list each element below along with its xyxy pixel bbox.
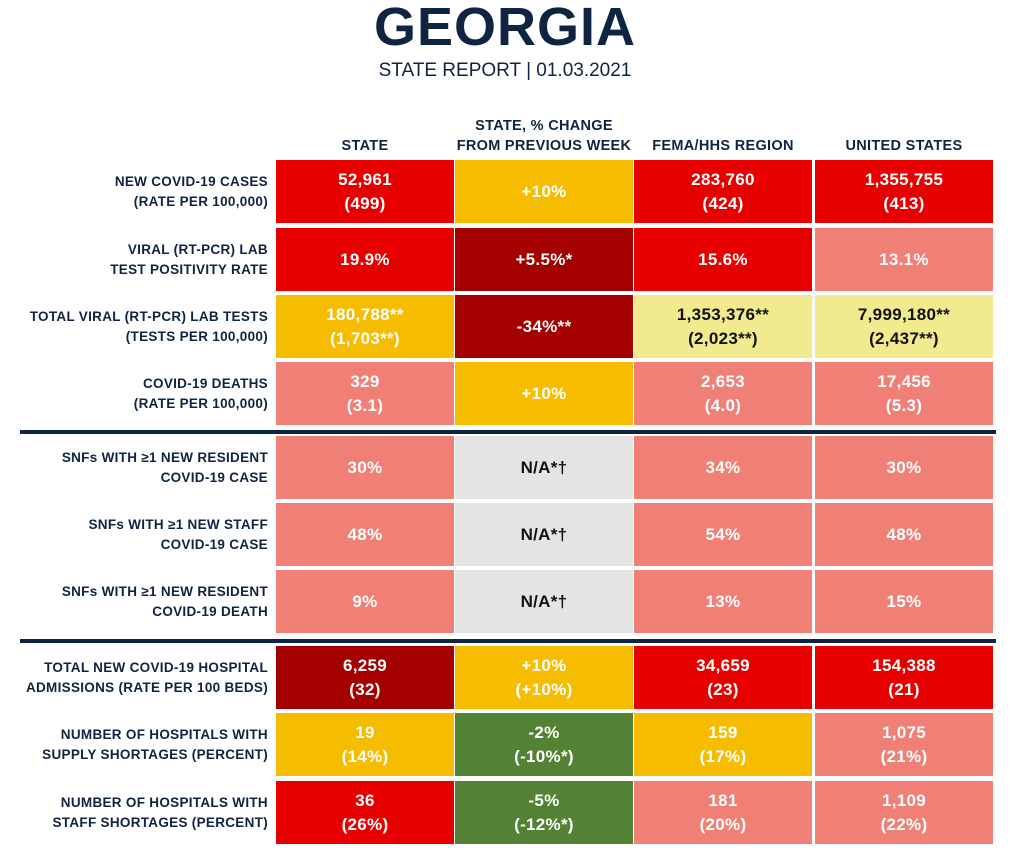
row-label: SNFs WITH ≥1 NEW RESIDENT COVID-19 CASE [61,449,268,485]
row-label: TOTAL NEW COVID-19 HOSPITAL ADMISSIONS (… [25,659,268,695]
data-cell: 154,388 (21) [815,646,993,709]
data-cell: 159 (17%) [634,713,812,776]
data-cell: 1,075 (21%) [815,713,993,776]
data-cell: N/A*† [455,503,633,566]
data-cell: 52,961 (499) [276,160,454,223]
data-cell: 6,259 (32) [276,646,454,709]
data-cell: 30% [815,436,993,499]
data-cell: 30% [276,436,454,499]
row-label: SNFs WITH ≥1 NEW STAFF COVID-19 CASE [88,516,268,552]
report-title: GEORGIA [373,0,637,57]
data-cell: 48% [815,503,993,566]
data-cell: 15% [815,570,993,633]
data-cell: N/A*† [455,436,633,499]
data-cell: 1,355,755 (413) [815,160,993,223]
data-cell: 19.9% [276,228,454,291]
row-label: TOTAL VIRAL (RT-PCR) LAB TESTS (TESTS PE… [29,308,268,344]
data-cell: 1,109 (22%) [815,781,993,844]
data-cell: 19 (14%) [276,713,454,776]
data-cell: +10% [455,362,633,425]
data-cell: 2,653 (4.0) [634,362,812,425]
section-divider [20,430,996,434]
data-cell: 181 (20%) [634,781,812,844]
column-header-us: UNITED STATES [845,138,963,154]
column-header-state: STATE [341,138,389,154]
row-label: NEW COVID-19 CASES (RATE PER 100,000) [114,173,268,209]
data-cell: 54% [634,503,812,566]
row-label: SNFs WITH ≥1 NEW RESIDENT COVID-19 DEATH [61,583,268,619]
data-cell: 13% [634,570,812,633]
row-label: COVID-19 DEATHS (RATE PER 100,000) [133,375,268,411]
data-cell: -34%** [455,295,633,358]
data-cell: -2% (-10%*) [455,713,633,776]
data-cell: 17,456 (5.3) [815,362,993,425]
column-header-state-change: STATE, % CHANGE FROM PREVIOUS WEEK [456,118,632,154]
data-cell: 283,760 (424) [634,160,812,223]
data-cell: +5.5%* [455,228,633,291]
data-cell: 34% [634,436,812,499]
data-cell: 9% [276,570,454,633]
data-cell: 36 (26%) [276,781,454,844]
data-cell: 7,999,180** (2,437**) [815,295,993,358]
row-label: NUMBER OF HOSPITALS WITH STAFF SHORTAGES… [52,794,268,830]
row-label: NUMBER OF HOSPITALS WITH SUPPLY SHORTAGE… [42,726,268,762]
report-subtitle: STATE REPORT | 01.03.2021 [378,60,632,81]
data-cell: 48% [276,503,454,566]
data-cell: 13.1% [815,228,993,291]
data-cell: 329 (3.1) [276,362,454,425]
section-divider [20,639,996,643]
data-cell: 1,353,376** (2,023**) [634,295,812,358]
data-cell: -5% (-12%*) [455,781,633,844]
column-header-region: FEMA/HHS REGION [652,138,794,154]
row-label: VIRAL (RT-PCR) LAB TEST POSITIVITY RATE [110,241,268,277]
data-cell: 15.6% [634,228,812,291]
data-cell: +10% (+10%) [455,646,633,709]
data-cell: 34,659 (23) [634,646,812,709]
data-cell: 180,788** (1,703**) [276,295,454,358]
data-cell: +10% [455,160,633,223]
data-cell: N/A*† [455,570,633,633]
